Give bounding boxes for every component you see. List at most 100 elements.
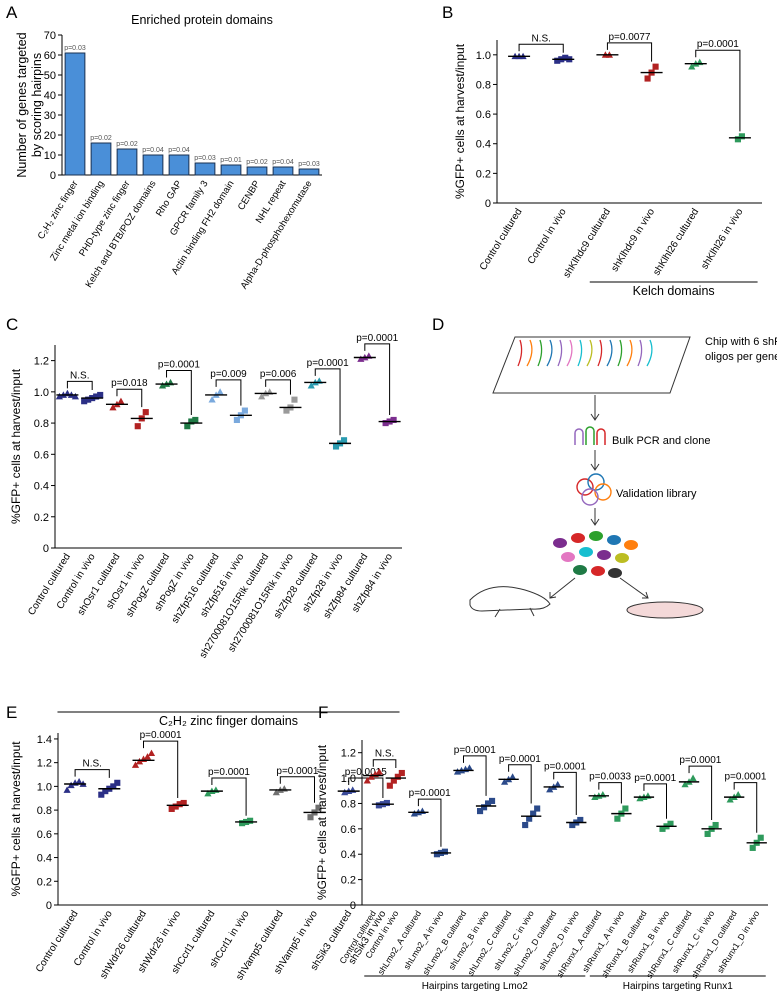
point — [315, 804, 322, 811]
panel-label: C — [6, 315, 18, 334]
point — [522, 821, 529, 829]
value-label: p=0.03 — [64, 45, 86, 52]
mouse — [469, 586, 551, 618]
arrows — [549, 577, 649, 599]
bracket — [314, 368, 341, 436]
dish — [626, 601, 704, 619]
point — [534, 805, 541, 812]
bracket — [417, 798, 442, 847]
step-text: oligos per gene — [705, 351, 777, 363]
step-text: Bulk PCR and clone — [612, 435, 710, 447]
point — [622, 805, 629, 812]
point — [394, 773, 401, 780]
y-tick-label: 70 — [44, 30, 56, 42]
point — [291, 396, 298, 403]
point — [71, 392, 79, 400]
y-tick-label: 0.4 — [34, 481, 49, 493]
point — [212, 786, 220, 793]
point — [63, 786, 71, 793]
x-tick-label: Control in vivo — [526, 206, 569, 266]
point — [67, 781, 75, 789]
panel-label: A — [6, 3, 18, 22]
bar — [168, 154, 190, 176]
panel-label: F — [318, 703, 328, 722]
point — [134, 423, 141, 430]
bracket-label: N.S. — [70, 370, 89, 381]
bracket-label: p=0.0001 — [276, 766, 318, 777]
point — [689, 774, 697, 781]
y-tick-label: 0.4 — [476, 139, 491, 151]
y-tick-label: 0.8 — [34, 418, 49, 430]
y-tick-label: 0.8 — [37, 805, 52, 817]
bracket-label: p=0.0001 — [634, 773, 676, 784]
bar — [272, 166, 294, 176]
plasmids — [576, 473, 612, 506]
x-tick-label: shKlhl26 in vivo — [699, 206, 745, 271]
bar — [246, 166, 268, 176]
y-tick-label: 0.2 — [34, 512, 49, 524]
bracket — [74, 769, 110, 778]
point — [554, 780, 562, 788]
point — [143, 753, 152, 760]
y-tick-label: 0.2 — [341, 875, 356, 887]
point — [386, 782, 393, 789]
point — [332, 443, 340, 450]
bar — [220, 164, 242, 176]
point — [398, 769, 405, 777]
bracket — [688, 765, 713, 821]
bracket — [606, 42, 653, 62]
point — [176, 801, 183, 808]
y-tick-label: 0.6 — [476, 109, 491, 121]
group-label: Hairpins targeting Lmo2 — [422, 981, 529, 992]
point — [184, 423, 191, 430]
point — [546, 785, 554, 793]
bracket — [211, 777, 247, 816]
value-label: p=0.04 — [272, 159, 294, 166]
y-tick-label: 0 — [46, 900, 52, 912]
point — [131, 761, 140, 768]
point — [704, 830, 711, 837]
point — [349, 786, 357, 793]
bracket-label: p=0.0001 — [724, 772, 766, 783]
value-label: p=0.03 — [194, 155, 216, 162]
point — [208, 396, 216, 403]
oligos — [517, 339, 653, 367]
point — [726, 796, 734, 803]
y-tick-label: 1.2 — [34, 356, 49, 368]
y-tick-label: 30 — [44, 110, 56, 122]
bracket-label: N.S. — [531, 33, 550, 44]
bracket — [372, 759, 397, 768]
point — [272, 788, 280, 796]
bracket-label: p=0.0001 — [208, 767, 250, 778]
chip — [492, 336, 691, 394]
point — [738, 133, 745, 140]
point — [85, 396, 92, 403]
step-text: Validation library — [616, 488, 697, 500]
point — [688, 63, 696, 70]
point — [75, 778, 83, 785]
bracket — [215, 379, 242, 406]
value-label: p=0.02 — [90, 135, 112, 142]
point — [734, 136, 741, 143]
point — [340, 437, 348, 444]
bracket-label: p=0.0001 — [307, 358, 349, 369]
y-tick-label: 0.4 — [341, 849, 356, 861]
bracket-label: p=0.018 — [111, 378, 148, 389]
y-tick-label: 0.8 — [476, 79, 491, 91]
point — [168, 805, 175, 812]
value-label: p=0.02 — [116, 141, 138, 148]
y-tick-label: 1.0 — [34, 387, 49, 399]
point — [192, 416, 199, 424]
step-text: Chip with 6 shRNA — [705, 336, 777, 348]
bracket-label: p=0.006 — [260, 369, 297, 380]
value-label: p=0.02 — [246, 159, 268, 166]
bracket-label: p=0.0077 — [609, 32, 651, 43]
panel-label: E — [6, 703, 17, 722]
point — [375, 802, 382, 809]
y-axis-label: %GFP+ cells at harvest/input — [9, 741, 23, 897]
bracket — [643, 783, 667, 819]
diagram-d: D — [432, 315, 777, 619]
bracket — [265, 379, 291, 395]
point — [97, 391, 104, 399]
